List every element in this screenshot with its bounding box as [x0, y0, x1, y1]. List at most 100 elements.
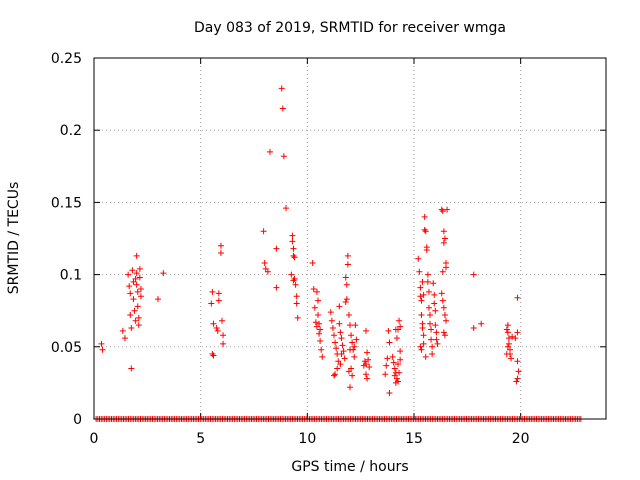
- data-point: [514, 375, 521, 382]
- data-point: [289, 238, 296, 245]
- data-point: [310, 286, 317, 293]
- data-point: [395, 378, 401, 385]
- data-point: [441, 235, 448, 242]
- data-point: [438, 290, 445, 297]
- data-point: [315, 312, 321, 319]
- data-point: [291, 275, 298, 282]
- data-point: [470, 325, 477, 332]
- data-point: [386, 339, 393, 346]
- data-point: [351, 343, 358, 350]
- data-point: [126, 283, 133, 290]
- data-point: [311, 304, 318, 311]
- data-point: [267, 148, 273, 155]
- data-point: [332, 371, 339, 378]
- data-point: [431, 291, 438, 298]
- y-tick-label: 0.15: [51, 195, 82, 211]
- data-point: [280, 153, 287, 160]
- data-point: [132, 317, 139, 324]
- data-point: [384, 355, 391, 362]
- data-point: [261, 260, 268, 267]
- data-point: [508, 355, 515, 362]
- data-point: [347, 384, 353, 391]
- data-point: [210, 320, 217, 327]
- plot-frame: [93, 57, 607, 420]
- data-point: [294, 314, 301, 321]
- data-point: [419, 325, 426, 332]
- data-point: [395, 361, 401, 368]
- data-point: [439, 208, 446, 215]
- data-point: [425, 288, 432, 295]
- data-point: [327, 309, 334, 316]
- data-point: [344, 252, 351, 259]
- data-point: [433, 329, 440, 336]
- data-point: [279, 105, 286, 112]
- data-point: [273, 245, 280, 252]
- data-point: [345, 368, 352, 375]
- data-point: [160, 270, 167, 277]
- data-point: [347, 346, 353, 353]
- x-axis-label: GPS time / hours: [291, 459, 408, 475]
- data-point: [363, 371, 369, 378]
- data-point: [421, 213, 428, 220]
- data-point: [440, 329, 447, 336]
- data-point: [512, 335, 519, 342]
- grid: [94, 58, 606, 419]
- data-point: [127, 312, 134, 319]
- data-point: [382, 371, 389, 378]
- data-point: [313, 323, 320, 330]
- data-point: [503, 351, 510, 358]
- data-point: [119, 327, 126, 334]
- data-point: [134, 288, 141, 295]
- data-point: [290, 252, 297, 259]
- data-point: [317, 326, 324, 333]
- data-point: [264, 268, 271, 275]
- data-point: [318, 346, 325, 353]
- data-point: [293, 293, 300, 300]
- x-tick-label: 10: [298, 431, 316, 447]
- data-point: [292, 281, 299, 288]
- data-point: [309, 260, 316, 267]
- data-point: [422, 228, 429, 235]
- data-point: [503, 326, 510, 333]
- data-point: [396, 317, 403, 324]
- data-point: [125, 271, 132, 278]
- data-point: [443, 264, 449, 271]
- data-point: [420, 340, 427, 347]
- data-point: [440, 228, 447, 235]
- y-tick-label: 0.25: [51, 51, 82, 67]
- data-point: [418, 346, 425, 353]
- data-point: [128, 365, 135, 372]
- data-point: [260, 228, 267, 235]
- data-point: [129, 267, 136, 274]
- data-point: [424, 271, 431, 278]
- data-point: [329, 325, 336, 332]
- data-point: [213, 325, 220, 332]
- data-point: [439, 297, 446, 304]
- data-point: [391, 372, 398, 379]
- data-point: [434, 340, 441, 347]
- data-point: [421, 226, 428, 233]
- x-tick-label: 20: [512, 431, 530, 447]
- data-point: [208, 300, 215, 307]
- data-point: [427, 312, 433, 319]
- data-series: [98, 85, 522, 397]
- data-point: [504, 322, 511, 329]
- data-point: [415, 255, 422, 262]
- data-point: [417, 284, 424, 291]
- data-point: [504, 343, 511, 350]
- data-point: [418, 312, 425, 319]
- data-point: [214, 327, 221, 334]
- data-point: [344, 261, 351, 268]
- data-point: [422, 353, 429, 360]
- data-point: [431, 300, 438, 307]
- data-point: [338, 351, 345, 358]
- data-point: [513, 378, 520, 385]
- data-point: [313, 288, 320, 295]
- data-point: [397, 348, 404, 355]
- data-point: [343, 296, 350, 303]
- data-point: [364, 375, 371, 382]
- data-point: [341, 355, 348, 362]
- x-tick-label: 15: [405, 431, 423, 447]
- data-point: [290, 245, 297, 252]
- data-point: [392, 326, 399, 333]
